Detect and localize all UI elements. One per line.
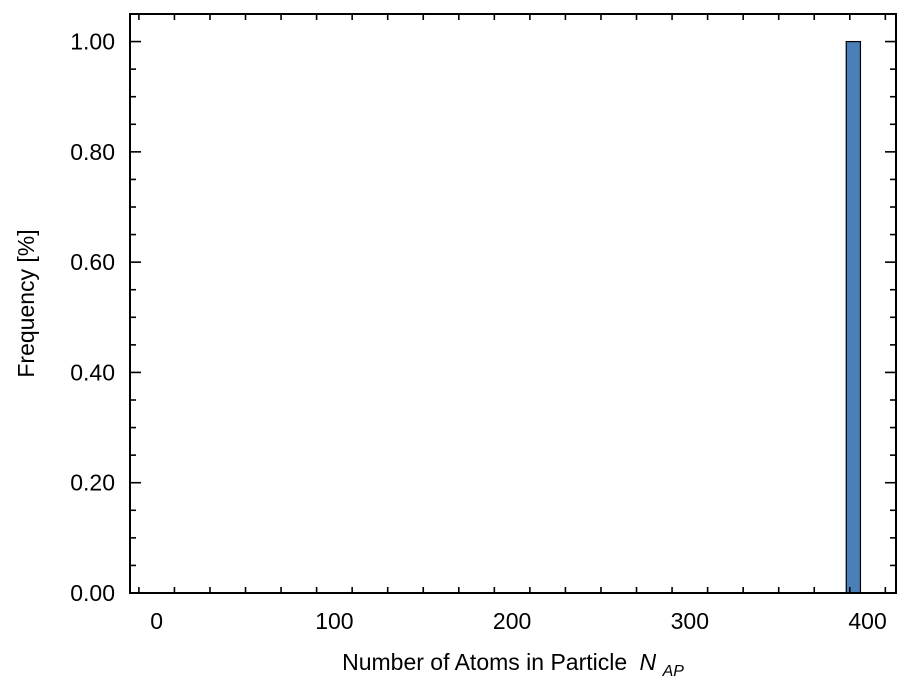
y-tick-labels: 0.00 0.20 0.40 0.60 0.80 1.00	[70, 29, 115, 606]
x-axis-label-text: Number of Atoms in Particle	[342, 649, 627, 675]
y-tick-label: 0.00	[70, 580, 115, 606]
y-axis-label: Frequency [%]	[13, 229, 39, 377]
x-tick-label: 400	[848, 608, 886, 634]
x-axis-label-subscript: AP	[662, 663, 685, 680]
x-tick-label: 0	[150, 608, 163, 634]
x-axis-label: Number of Atoms in Particle N AP	[342, 649, 684, 680]
x-axis-label-symbol: N	[640, 649, 657, 675]
x-tick-label: 100	[315, 608, 353, 634]
ticks-group	[130, 14, 896, 594]
histogram-bar-0	[845, 40, 862, 594]
x-tick-labels: 0 100 200 300 400	[150, 608, 886, 634]
x-tick-label: 200	[493, 608, 531, 634]
y-tick-label: 0.60	[70, 249, 115, 275]
y-tick-label: 0.20	[70, 470, 115, 496]
y-tick-label: 0.40	[70, 359, 115, 385]
y-tick-label: 1.00	[70, 29, 115, 55]
bars-group	[845, 40, 862, 594]
x-tick-label: 300	[671, 608, 709, 634]
plot-frame	[129, 13, 897, 594]
y-tick-label: 0.80	[70, 139, 115, 165]
